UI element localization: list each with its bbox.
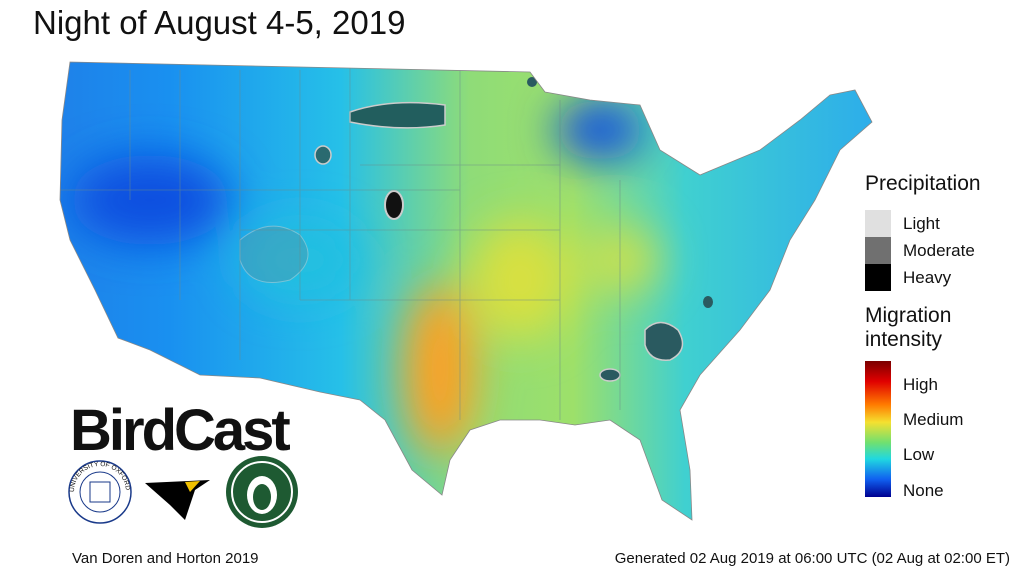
state-lines <box>60 65 621 420</box>
migration-label: Medium <box>903 410 963 429</box>
intensity-field <box>60 62 872 520</box>
migration-color-bar <box>865 361 891 497</box>
precip-swatch-moderate <box>865 237 891 264</box>
migration-label: Low <box>903 445 935 464</box>
precip-label: Light <box>903 214 940 233</box>
precip-label: Heavy <box>903 268 952 287</box>
csu-logo <box>226 456 298 528</box>
us-map <box>60 62 872 520</box>
generated-note: Generated 02 Aug 2019 at 06:00 UTC (02 A… <box>615 550 1010 567</box>
precip-swatch-heavy <box>865 264 891 291</box>
seal-text-path: UNIVERSITY OF OXFORD <box>69 461 131 492</box>
precip-legend-title: Precipitation <box>865 172 981 195</box>
oxford-seal: UNIVERSITY OF OXFORD <box>68 460 132 524</box>
map-title: Night of August 4-5, 2019 <box>33 4 405 41</box>
precip-swatch-light <box>865 210 891 237</box>
credit: Van Doren and Horton 2019 <box>72 550 259 567</box>
migration-label: High <box>903 375 938 394</box>
seal-text: UNIVERSITY OF OXFORD <box>69 461 131 492</box>
birdcast-logo: BirdCast <box>70 398 290 463</box>
bird-logo <box>145 480 210 520</box>
migration-legend-title: intensity <box>865 328 943 351</box>
precip-label: Moderate <box>903 241 975 260</box>
migration-legend-title: Migration <box>865 304 951 327</box>
precipitation-areas <box>239 77 713 382</box>
migration-label: None <box>903 481 944 500</box>
